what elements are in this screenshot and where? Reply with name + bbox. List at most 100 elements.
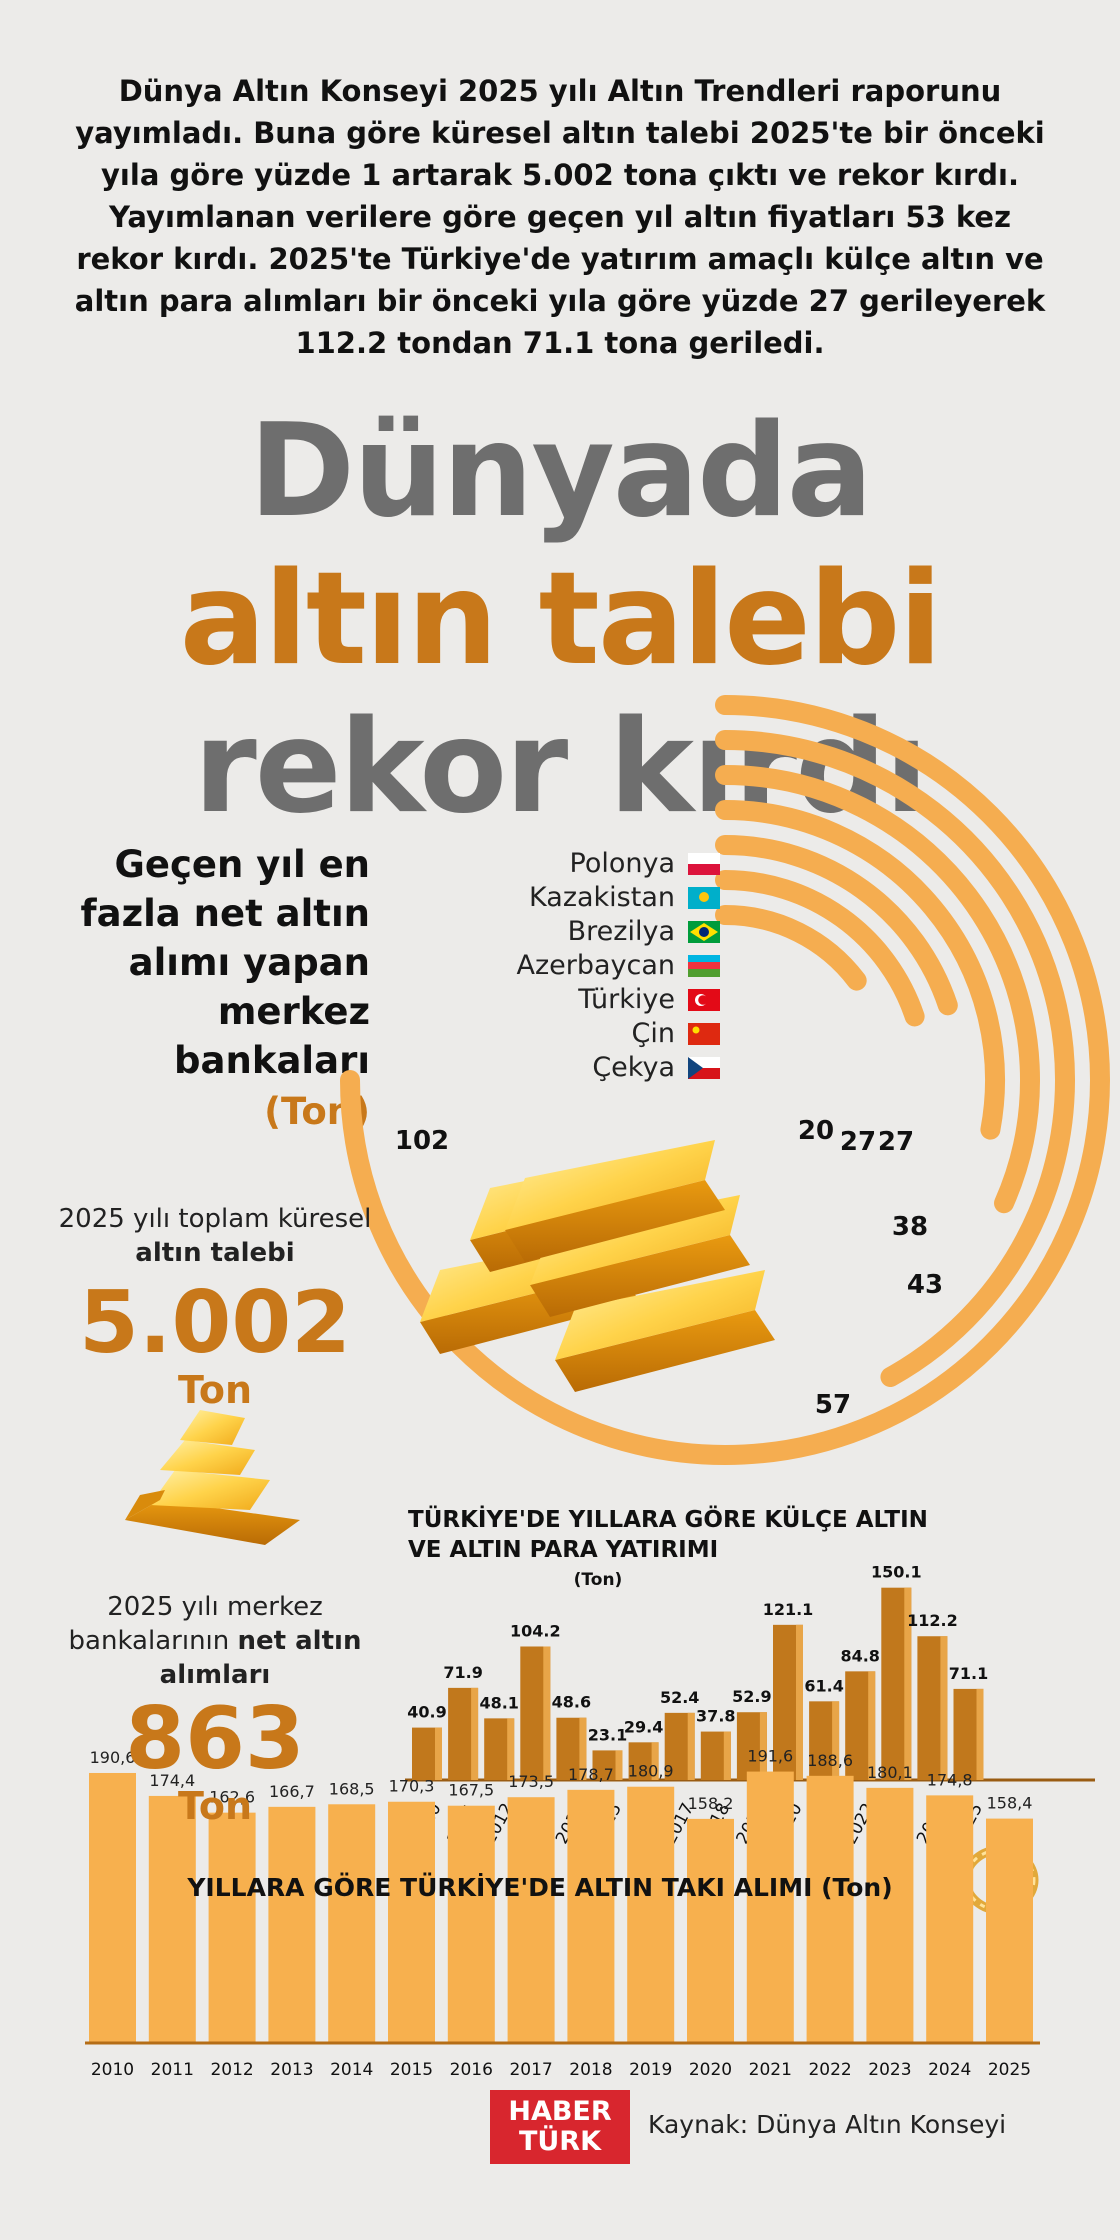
bullion-bar-label: 52.4: [660, 1688, 699, 1707]
jewellery-year-label: 2013: [270, 2060, 313, 2080]
jewellery-bar-label: 166,7: [269, 1782, 315, 1801]
cb-purchase-value: 863: [125, 1689, 305, 1789]
arc-çin: [715, 870, 925, 1027]
jewellery-year-label: 2020: [689, 2060, 732, 2080]
bullion-bar-shade: [868, 1671, 876, 1780]
kazakhstan-flag-icon: [688, 887, 720, 909]
bullion-bar-label: 71.1: [949, 1664, 988, 1683]
czechia-flag-icon: [688, 1057, 720, 1079]
bullion-bar-shade: [832, 1701, 840, 1780]
jewellery-bar: [866, 1787, 914, 2043]
jewellery-bar-label: 191,6: [747, 1747, 793, 1766]
logo-line-1: HABER: [508, 2096, 612, 2127]
bullion-bar-shade: [435, 1727, 442, 1780]
jewellery-year-label: 2025: [988, 2060, 1031, 2080]
central-bank-name: Brezilya: [568, 916, 675, 947]
jewellery-bar-label: 180,9: [628, 1762, 674, 1781]
jewellery-bar-label: 188,6: [807, 1751, 853, 1770]
central-bank-name: Türkiye: [577, 984, 675, 1015]
jewellery-bar-label: 158,4: [987, 1794, 1033, 1813]
bullion-bar-shade: [507, 1718, 515, 1780]
central-bank-name: Kazakistan: [529, 882, 675, 913]
jewellery-bar-label: 167,5: [448, 1781, 494, 1800]
arc-brezilya: [715, 765, 1040, 1214]
jewellery-bar: [388, 1801, 435, 2043]
jewellery-bar: [746, 1771, 794, 2043]
central-bank-name: Çin: [632, 1018, 675, 1049]
arc-çekya: [715, 905, 867, 991]
demand-label-bold: altın talebi: [135, 1238, 295, 1268]
bullion-bar-shade: [904, 1587, 912, 1780]
poland-flag-icon: [688, 853, 720, 875]
central-bank-labels: PolonyaKazakistanBrezilyaAzerbaycanTürki…: [395, 848, 943, 1420]
jewellery-year-label: 2017: [509, 2060, 552, 2080]
demand-unit: Ton: [177, 1368, 253, 1412]
bullion-bar-shade: [471, 1687, 479, 1780]
jewellery-bar: [567, 1789, 615, 2043]
headline-line-2: altın talebi: [179, 545, 943, 694]
bullion-bar-label: 61.4: [804, 1676, 843, 1695]
headline-line-1: Dünyada: [248, 397, 873, 546]
bullion-bar-label: 71.9: [443, 1663, 482, 1682]
central-bank-value: 27: [840, 1127, 876, 1157]
jewellery-year-label: 2021: [749, 2060, 792, 2080]
jewellery-bar-label: 174,8: [927, 1770, 973, 1789]
bullion-bar-shade: [723, 1731, 731, 1780]
bullion-bar-shade: [615, 1750, 623, 1780]
bullion-bar-label: 84.8: [840, 1646, 879, 1665]
central-bank-value: 102: [395, 1126, 449, 1156]
jewellery-year-label: 2015: [390, 2060, 433, 2080]
jewellery-bar: [89, 1772, 136, 2043]
jewellery-bar: [328, 1804, 376, 2043]
intro-paragraph: Dünya Altın Konseyi 2025 yılı Altın Tren…: [74, 74, 1046, 360]
bullion-bar-label: 52.9: [732, 1687, 771, 1706]
jewellery-year-label: 2014: [330, 2060, 373, 2080]
jewellery-bar: [926, 1795, 974, 2043]
turkey-flag-icon: [688, 989, 720, 1011]
central-bank-value: 27: [878, 1127, 914, 1157]
bullion-bar-label: 150.1: [871, 1563, 922, 1582]
jewellery-bar: [148, 1795, 196, 2043]
jewellery-year-label: 2024: [928, 2060, 971, 2080]
jewellery-bar: [447, 1805, 495, 2043]
jewellery-year-label: 2022: [808, 2060, 851, 2080]
jewellery-year-label: 2018: [569, 2060, 612, 2080]
jewellery-bar: [627, 1786, 675, 2043]
central-bank-arcs: [340, 695, 1110, 1465]
bullion-bar-shade: [940, 1636, 948, 1780]
jewellery-bar-label: 190,6: [90, 1748, 136, 1767]
arc-azerbaycan: [715, 800, 1005, 1140]
jewellery-bar: [208, 1812, 256, 2043]
central-bank-name: Azerbaycan: [516, 950, 675, 981]
azerbaijan-flag-icon: [688, 955, 720, 977]
logo-line-2: TÜRK: [518, 2126, 602, 2157]
bullion-bar-shade: [796, 1624, 803, 1780]
bullion-bar-label: 29.4: [624, 1717, 663, 1736]
jewellery-bar: [268, 1806, 316, 2043]
jewellery-year-label: 2011: [151, 2060, 194, 2080]
bullion-bar-label: 48.6: [552, 1693, 591, 1712]
source-credit: Kaynak: Dünya Altın Konseyi: [648, 2110, 1007, 2139]
bullion-chart-unit: (Ton): [573, 1570, 623, 1590]
gold-pyramid-illustration: [125, 1410, 300, 1545]
bullion-bar-label: 48.1: [479, 1693, 518, 1712]
jewellery-bar: [986, 1818, 1033, 2043]
china-flag-icon: [688, 1023, 720, 1045]
central-banks-title: Geçen yıl en fazla net altın alımı yapan…: [80, 843, 371, 1082]
bullion-chart-title: TÜRKİYE'DE YILLARA GÖRE KÜLÇE ALTIN VE A…: [408, 1507, 928, 1563]
jewellery-bar-label: 170,3: [389, 1777, 435, 1796]
bullion-bar-shade: [651, 1742, 659, 1780]
jewellery-year-label: 2012: [210, 2060, 253, 2080]
jewellery-bar-label: 168,5: [329, 1779, 375, 1798]
cb-purchase-unit: Ton: [177, 1784, 253, 1828]
central-bank-name: Çekya: [592, 1052, 675, 1083]
central-bank-value: 43: [907, 1270, 943, 1300]
central-bank-value: 38: [892, 1212, 928, 1242]
jewellery-bar-label: 174,4: [149, 1771, 195, 1790]
jewellery-year-label: 2019: [629, 2060, 672, 2080]
jewellery-year-label: 2016: [450, 2060, 493, 2080]
jewellery-bar-label: 158,2: [688, 1794, 734, 1813]
bullion-bar-label: 104.2: [510, 1621, 561, 1640]
jewellery-bar-label: 180,1: [867, 1763, 913, 1782]
